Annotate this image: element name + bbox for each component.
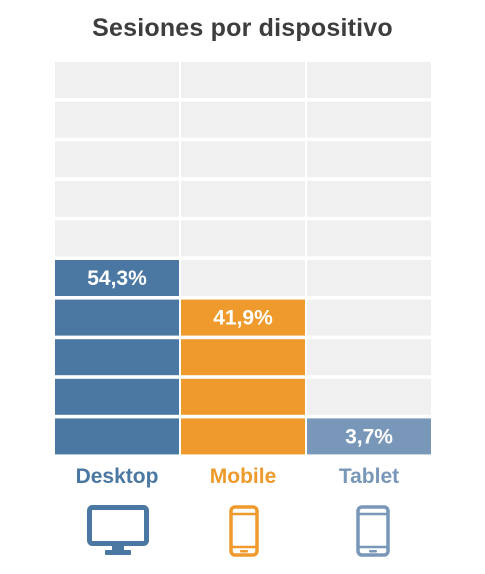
cell-empty (307, 180, 431, 217)
cell-empty (181, 141, 305, 178)
tablet-icon (356, 505, 390, 557)
category-label-mobile: Mobile (209, 465, 277, 488)
cell-empty (307, 62, 431, 98)
value-label-mobile: 41,9% (213, 307, 273, 330)
smartphone-icon (229, 505, 259, 557)
cell-empty (181, 260, 305, 296)
cell-desktop-filled (55, 299, 179, 336)
value-label-tablet: 3,7% (345, 425, 393, 448)
cell-empty (307, 141, 431, 178)
cell-empty (181, 101, 305, 138)
category-label-desktop: Desktop (75, 465, 159, 488)
cell-empty (181, 180, 305, 217)
value-label-desktop: 54,3% (87, 267, 147, 290)
cell-empty (55, 141, 179, 178)
cell-empty (181, 220, 305, 257)
cell-mobile-filled (181, 339, 305, 376)
cell-tablet-filled (307, 418, 431, 455)
cell-empty (307, 299, 431, 336)
category-label-tablet: Tablet (338, 465, 400, 488)
chart-title: Sesiones por dispositivo (92, 14, 393, 42)
cell-desktop-filled (55, 339, 179, 376)
cell-mobile-filled (181, 418, 305, 455)
cell-empty (181, 62, 305, 98)
cell-desktop-filled (55, 418, 179, 455)
cell-empty (55, 180, 179, 217)
cell-mobile-filled (181, 378, 305, 415)
cell-empty (307, 260, 431, 296)
cell-empty (55, 101, 179, 138)
cell-empty (307, 378, 431, 415)
cell-empty (307, 101, 431, 138)
cell-empty (55, 220, 179, 257)
cell-desktop-filled (55, 260, 179, 296)
cell-mobile-filled (181, 299, 305, 336)
desktop-monitor-icon (87, 505, 149, 555)
cell-empty (55, 62, 179, 98)
cell-empty (307, 339, 431, 376)
cell-desktop-filled (55, 378, 179, 415)
cell-empty (307, 220, 431, 257)
